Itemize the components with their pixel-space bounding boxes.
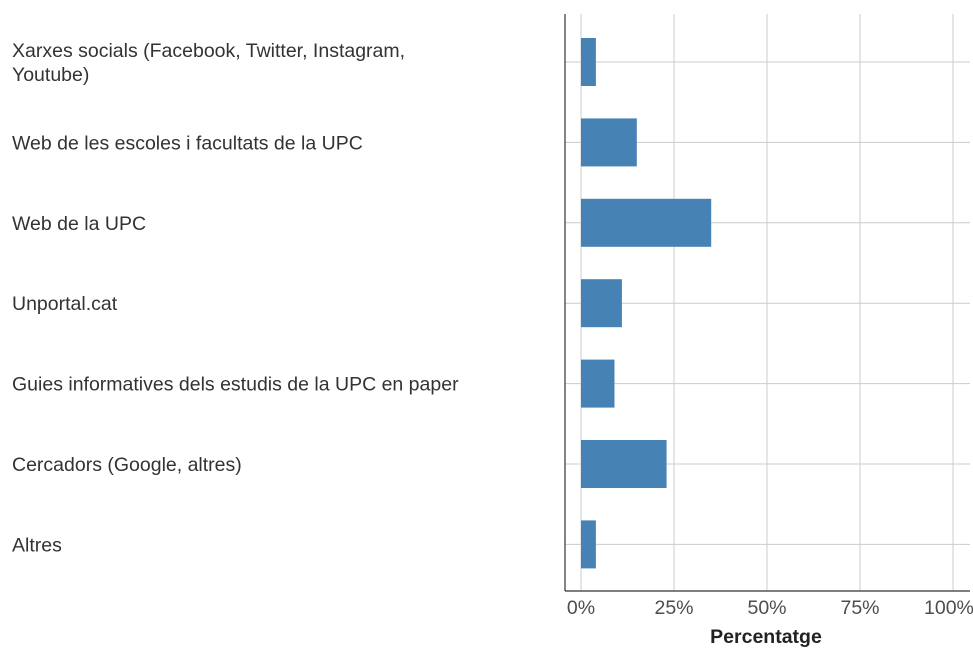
category-label: Unportal.cat — [12, 293, 118, 315]
x-tick-label: 75% — [840, 597, 879, 619]
bar — [581, 520, 596, 569]
x-tick-label: 25% — [654, 597, 693, 619]
x-tick-labels: 0% 25% 50% 75% 100% — [567, 597, 973, 619]
x-tick-label: 100% — [924, 597, 973, 619]
category-label: Altres — [12, 534, 62, 556]
x-tick-label: 50% — [747, 597, 786, 619]
category-label: Web de les escoles i facultats de la UPC — [12, 132, 363, 154]
grid — [565, 14, 970, 591]
bar — [581, 38, 596, 86]
bar — [581, 359, 615, 408]
bar — [581, 279, 622, 328]
bar — [581, 198, 712, 247]
axes — [564, 14, 970, 592]
x-tick-label: 0% — [567, 597, 595, 619]
category-label: Xarxes socials (Facebook, Twitter, Insta… — [12, 40, 405, 86]
bars — [581, 38, 712, 569]
bar — [581, 440, 667, 488]
category-labels: Xarxes socials (Facebook, Twitter, Insta… — [12, 40, 459, 556]
category-label: Web de la UPC — [12, 213, 146, 235]
category-label: Guies informatives dels estudis de la UP… — [12, 374, 459, 396]
bar — [581, 118, 637, 167]
category-label: Cercadors (Google, altres) — [12, 454, 242, 476]
x-axis-title: Percentatge — [710, 626, 822, 648]
